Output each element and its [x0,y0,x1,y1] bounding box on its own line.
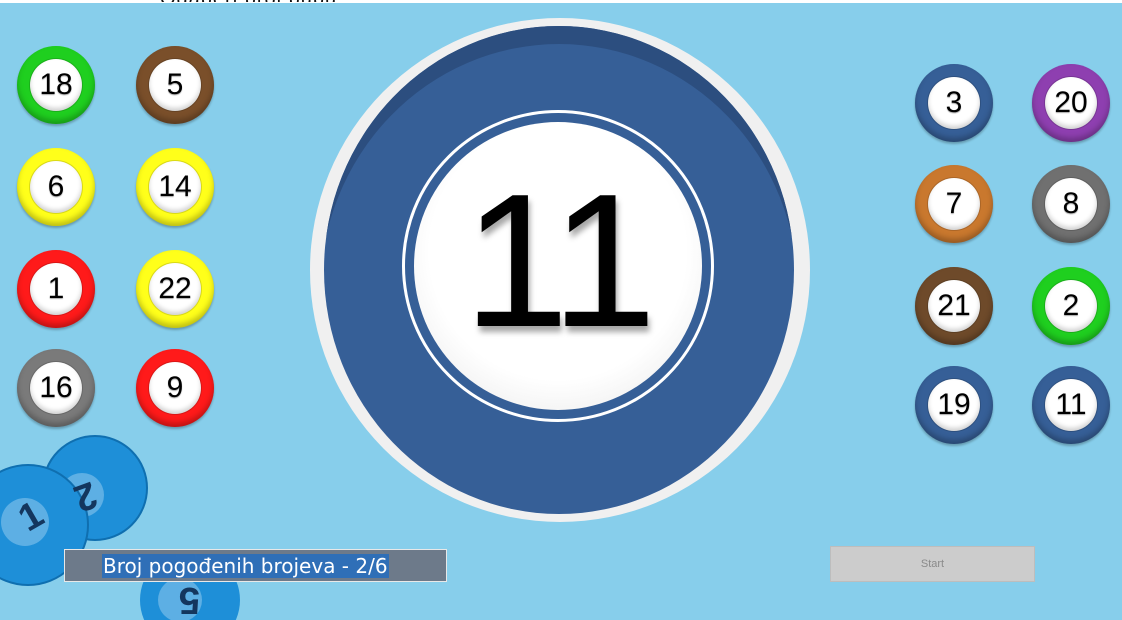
left-ball-8[interactable]: 9 [136,349,214,427]
left-ball-2-center: 5 [149,59,201,111]
right-ball-7[interactable]: 19 [915,366,993,444]
right-ball-7-number: 19 [937,388,971,421]
start-button[interactable]: Start [830,546,1035,582]
right-ball-6[interactable]: 2 [1032,267,1110,345]
draw-ball-ring [402,110,714,422]
right-ball-1-center: 3 [928,77,980,129]
right-ball-4-center: 8 [1045,178,1097,230]
right-ball-2-center: 20 [1045,77,1097,129]
left-ball-8-number: 9 [166,371,184,404]
decorative-lottery-balls: 1 2 5 [0,430,260,620]
left-ball-4-number: 14 [158,170,192,203]
right-ball-5[interactable]: 21 [915,267,993,345]
left-ball-6[interactable]: 22 [136,250,214,328]
right-ball-8[interactable]: 11 [1032,366,1110,444]
right-ball-4[interactable]: 8 [1032,165,1110,243]
left-ball-6-number: 22 [158,272,192,305]
left-ball-4-center: 14 [149,161,201,213]
left-ball-1-center: 18 [30,59,82,111]
right-ball-7-center: 19 [928,379,980,431]
left-ball-4[interactable]: 14 [136,148,214,226]
left-ball-2[interactable]: 5 [136,46,214,124]
left-ball-3-number: 6 [47,170,65,203]
right-ball-6-number: 2 [1062,289,1080,322]
left-ball-5[interactable]: 1 [17,250,95,328]
left-ball-2-number: 5 [166,68,184,101]
top-title-fragment: Odaberi broj bubu [160,0,400,2]
right-ball-4-number: 8 [1062,187,1080,220]
left-ball-7-center: 16 [30,362,82,414]
right-ball-1-number: 3 [945,86,963,119]
left-ball-8-center: 9 [149,362,201,414]
right-ball-2-number: 20 [1054,86,1088,119]
decor-ball-3-number: 5 [179,579,200,620]
right-ball-5-number: 21 [937,289,971,322]
left-ball-3-center: 6 [30,161,82,213]
right-ball-3-number: 7 [945,187,963,220]
left-ball-5-number: 1 [47,272,65,305]
right-ball-3-center: 7 [928,178,980,230]
left-ball-7-number: 16 [39,371,73,404]
score-field[interactable]: Broj pogođenih brojeva - 2/6 [64,549,447,582]
right-ball-8-center: 11 [1045,379,1097,431]
right-ball-1[interactable]: 3 [915,64,993,142]
left-ball-1-number: 18 [39,68,73,101]
right-ball-5-center: 21 [928,280,980,332]
left-ball-3[interactable]: 6 [17,148,95,226]
draw-ball-center: 11 [414,122,702,410]
left-ball-7[interactable]: 16 [17,349,95,427]
right-ball-8-number: 11 [1055,388,1087,421]
drawn-number: 11 [463,155,656,367]
score-text: Broj pogođenih brojeva - 2/6 [102,553,389,578]
top-title-text: Odaberi broj bubu [160,0,337,2]
lottery-balls-illustration: 1 2 5 [0,435,240,620]
left-ball-5-center: 1 [30,263,82,315]
right-ball-6-center: 2 [1045,280,1097,332]
left-ball-1[interactable]: 18 [17,46,95,124]
right-ball-3[interactable]: 7 [915,165,993,243]
left-ball-6-center: 22 [149,263,201,315]
right-ball-2[interactable]: 20 [1032,64,1110,142]
top-strip [0,0,1122,3]
